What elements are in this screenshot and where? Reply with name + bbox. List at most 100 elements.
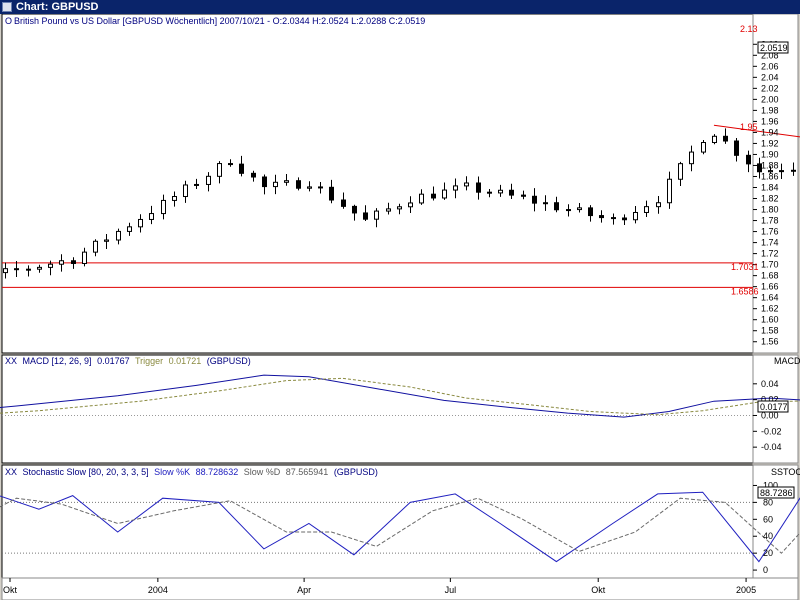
stoch-d-value: 87.565941	[286, 467, 329, 477]
channel-upper-label: 2.13	[740, 24, 758, 34]
macd-header: XX MACD [12, 26, 9] 0.01767 Trigger 0.01…	[5, 356, 251, 366]
stoch-last-value: 88.7286	[760, 488, 793, 498]
candle-20-body	[127, 226, 132, 232]
candle-50-body	[464, 182, 469, 187]
stoch-d-label: Slow %D	[244, 467, 281, 477]
candle-19-body	[116, 230, 121, 241]
stoch-tick-label: 0	[763, 565, 768, 575]
candle-54-body	[509, 189, 514, 196]
candle-55-body	[521, 194, 526, 197]
price-tick-label: 1.94	[761, 127, 779, 137]
candle-41-body	[363, 212, 368, 220]
price-tick-label: 1.76	[761, 227, 779, 237]
candle-51-body	[476, 182, 481, 193]
candle-31-body	[251, 172, 256, 178]
price-tick-label: 1.70	[761, 260, 779, 270]
candle-56-body	[532, 195, 537, 204]
candle-47-body	[431, 193, 436, 199]
macd-tick-label: -0.02	[761, 426, 782, 436]
candle-36-body	[307, 186, 312, 189]
window-title: Chart: GBPUSD	[16, 1, 99, 13]
macd-marker: XX	[5, 356, 17, 366]
price-tick-label: 1.98	[761, 105, 779, 115]
price-tick-label: 1.56	[761, 337, 779, 347]
candle-78-body	[779, 170, 784, 173]
chart-area: 1.561.581.601.621.641.661.681.701.721.74…	[0, 14, 800, 600]
price-tick-label: 1.64	[761, 293, 779, 303]
stoch-tick-label: 60	[763, 514, 773, 524]
price-tick-label: 2.08	[761, 50, 779, 60]
candle-16-body	[82, 251, 87, 264]
candle-30-body	[239, 163, 244, 174]
hline-label-1: 1.7031	[731, 262, 759, 272]
candle-22-body	[149, 213, 154, 220]
time-axis-panel	[1, 577, 799, 600]
candle-73-body	[723, 135, 728, 142]
channel-lower-label: 1.95	[740, 122, 758, 132]
candles-layer	[3, 128, 796, 279]
horizontal-lines-layer	[2, 262, 753, 288]
candle-44-body	[397, 206, 402, 210]
stoch-header: XX Stochastic Slow [80, 20, 3, 3, 5] Slo…	[5, 467, 378, 477]
candle-40-body	[352, 205, 357, 214]
macd-name: MACD [12, 26, 9]	[23, 356, 92, 366]
price-tick-label: 1.86	[761, 171, 779, 181]
macd-panel	[1, 354, 754, 464]
candle-61-body	[588, 207, 593, 217]
candle-43-body	[386, 208, 391, 212]
price-last-value-box	[757, 41, 789, 54]
price-tick-label: 1.68	[761, 271, 779, 281]
candle-76-body	[757, 163, 762, 173]
candle-70-body	[689, 151, 694, 165]
stoch-k-value: 88.728632	[196, 467, 239, 477]
candle-26-body	[194, 183, 199, 186]
candle-42-body	[374, 210, 379, 220]
macd-tick-label: 0.04	[761, 379, 779, 389]
price-header: British Pound vs US Dollar [GBPUSD Wöche…	[14, 16, 425, 26]
candle-62-body	[599, 215, 604, 219]
candle-33-body	[273, 181, 278, 188]
candle-13-body	[48, 263, 53, 268]
price-tick-label: 1.62	[761, 304, 779, 314]
price-tick-label: 1.80	[761, 205, 779, 215]
axes-layer: 1.561.581.601.621.641.661.681.701.721.74…	[3, 39, 782, 595]
candle-48-body	[442, 189, 447, 199]
candle-52-body	[487, 191, 492, 194]
macd-trigger-value: 0.01721	[169, 356, 202, 366]
candle-15-body	[71, 260, 76, 264]
candle-17-body	[93, 240, 98, 253]
candle-69-body	[678, 163, 683, 180]
candle-57-body	[543, 202, 548, 205]
stoch-tick-label: 20	[763, 548, 773, 558]
candle-64-body	[622, 217, 627, 221]
candle-29-body	[228, 163, 233, 166]
price-tick-label: 2.06	[761, 61, 779, 71]
price-tick-label: 2.00	[761, 94, 779, 104]
candle-38-body	[329, 186, 334, 201]
hline-label-2: 1.6586	[731, 286, 759, 296]
stoch-last-value-box	[757, 486, 795, 499]
macd-last-value-box	[757, 400, 789, 413]
stoch-k-line	[0, 491, 800, 563]
stoch-tick-label: 40	[763, 531, 773, 541]
time-tick-label: Okt	[591, 585, 606, 595]
time-tick-label: Apr	[297, 585, 311, 595]
time-tick-label: Okt	[3, 585, 18, 595]
price-tick-label: 1.74	[761, 238, 779, 248]
time-tick-label: Jul	[445, 585, 457, 595]
candle-39-body	[341, 199, 346, 207]
price-tick-label: 1.66	[761, 282, 779, 292]
candle-79-body	[791, 169, 796, 172]
price-tick-label: 1.88	[761, 160, 779, 170]
candle-66-body	[644, 206, 649, 213]
candle-18-body	[104, 239, 109, 242]
price-tick-label: 2.02	[761, 83, 779, 93]
candle-25-body	[183, 184, 188, 198]
candle-21-body	[138, 218, 143, 228]
candle-77-body	[768, 170, 773, 173]
candle-37-body	[318, 186, 323, 189]
candle-67-body	[656, 202, 661, 208]
time-tick-label: 2005	[736, 585, 756, 595]
stoch-layer	[0, 491, 800, 563]
candle-11-body	[26, 268, 31, 271]
